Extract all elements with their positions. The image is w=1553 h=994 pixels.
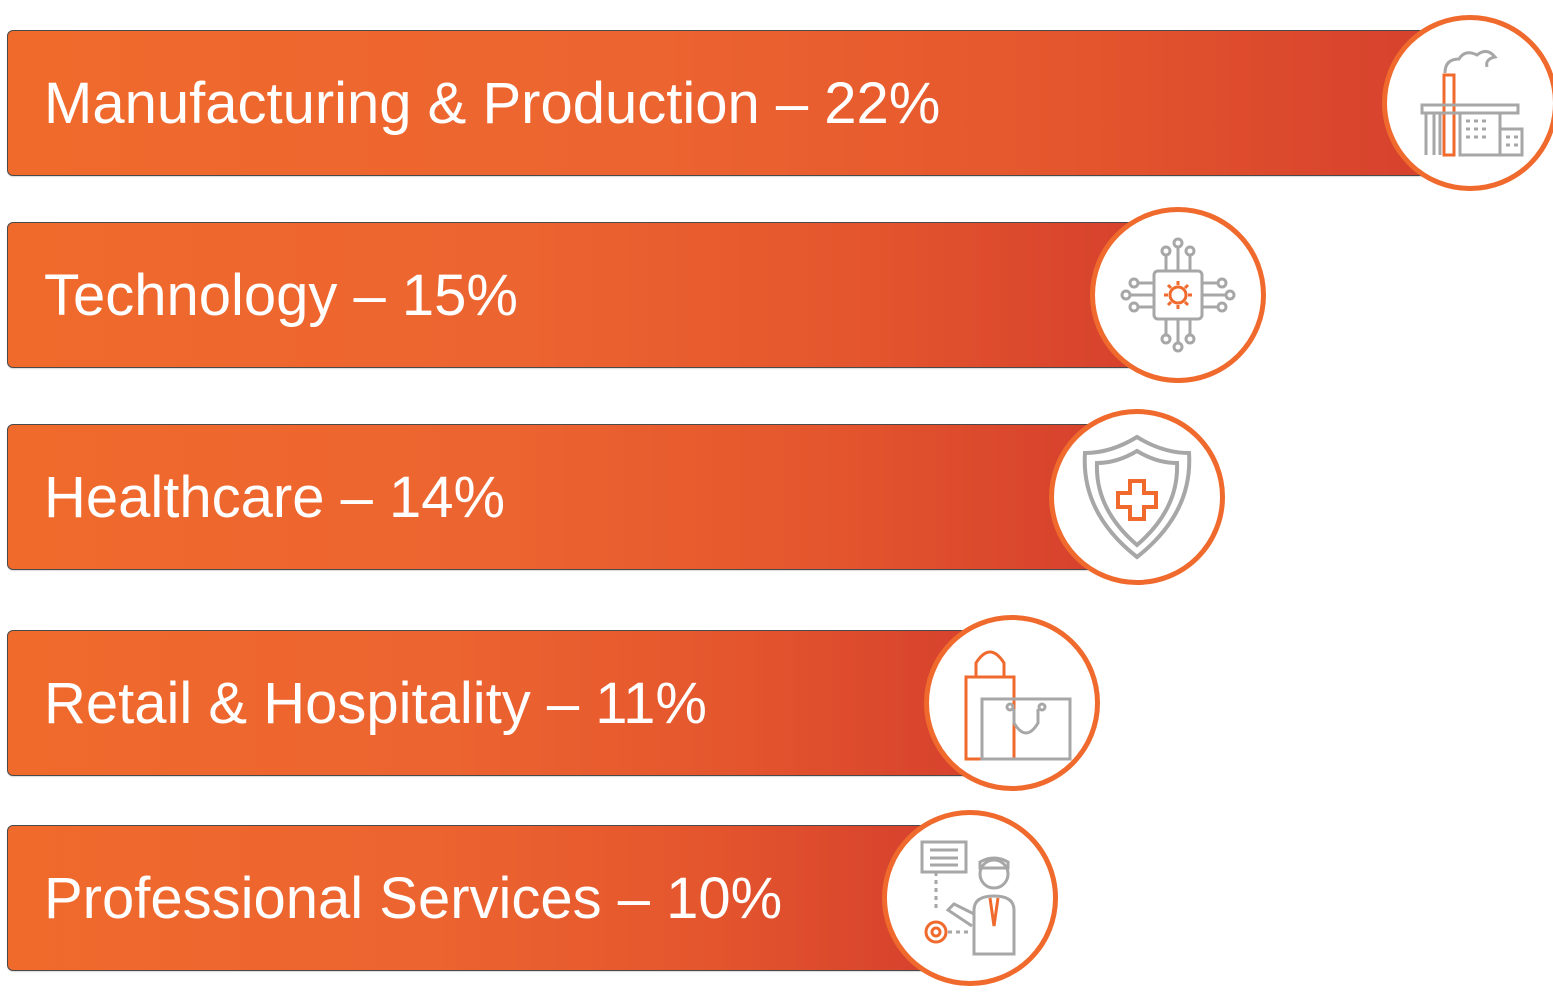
shopping-bag-icon xyxy=(942,633,1082,773)
chip-icon xyxy=(1108,225,1248,365)
shopping-bag-icon-circle xyxy=(923,615,1100,791)
bar-technology: Technology – 15% xyxy=(7,222,1156,368)
bar-healthcare: Healthcare – 14% xyxy=(7,424,1114,570)
shield-cross-icon xyxy=(1067,427,1207,567)
bar-label-technology: Technology – 15% xyxy=(44,263,518,328)
bar-label-manufacturing: Manufacturing & Production – 22% xyxy=(44,71,941,136)
shield-cross-icon-circle xyxy=(1048,409,1225,585)
bar-manufacturing: Manufacturing & Production – 22% xyxy=(7,30,1447,176)
bar-retail: Retail & Hospitality – 11% xyxy=(7,630,989,776)
bar-label-healthcare: Healthcare – 14% xyxy=(44,465,506,530)
presenter-icon-circle xyxy=(882,810,1058,986)
bar-label-professional-services: Professional Services – 10% xyxy=(44,866,783,931)
bar-label-retail: Retail & Hospitality – 11% xyxy=(44,671,708,736)
presenter-icon xyxy=(900,828,1040,968)
chip-icon-circle xyxy=(1090,207,1267,383)
bar-professional-services: Professional Services – 10% xyxy=(7,825,947,971)
factory-icon-circle xyxy=(1382,15,1553,191)
factory-icon xyxy=(1400,33,1540,173)
